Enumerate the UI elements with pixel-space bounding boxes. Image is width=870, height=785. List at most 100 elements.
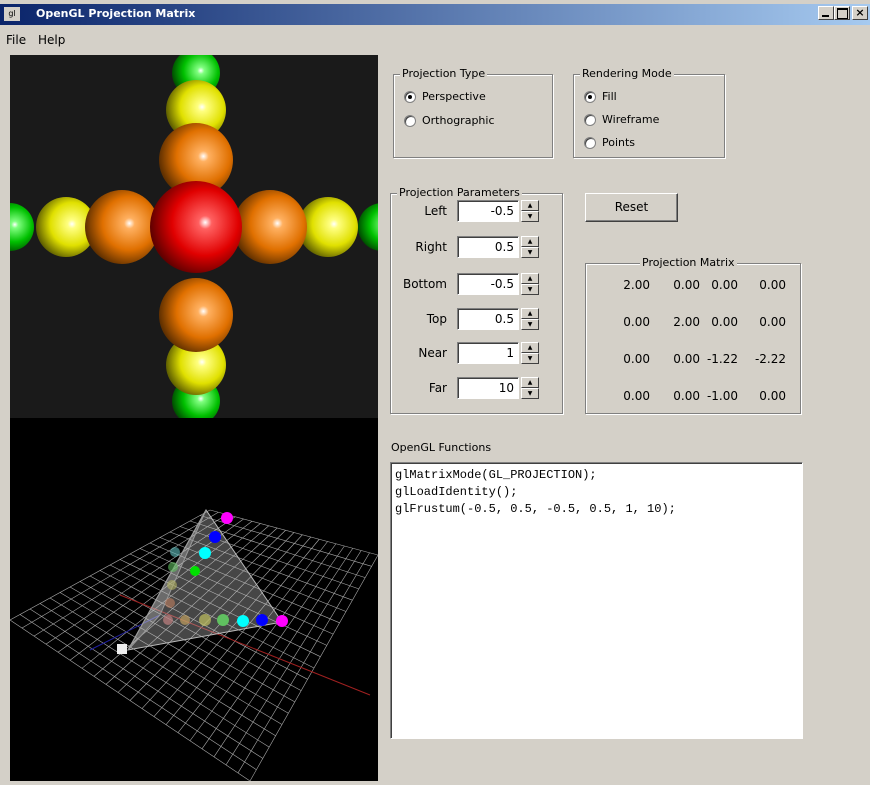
spin-button[interactable]: ▲ ▼ <box>521 377 539 399</box>
projection-matrix-group: Projection Matrix 2.00 0.00 0.00 0.00 0.00 2.… <box>585 256 801 414</box>
projection-type-group: Projection Type Perspective Orthographic <box>393 67 553 158</box>
grid-line <box>213 548 354 758</box>
group-title: Rendering Mode <box>580 67 674 80</box>
spin-down[interactable]: ▼ <box>521 211 539 222</box>
group-title: Projection Type <box>400 67 488 80</box>
param-input[interactable]: 1 <box>457 342 519 364</box>
spin-down[interactable]: ▼ <box>521 319 539 330</box>
grid-line <box>237 552 370 774</box>
grid-line <box>149 542 340 624</box>
grid-line <box>199 515 372 567</box>
radio-button[interactable] <box>584 137 596 149</box>
param-input[interactable]: 0.5 <box>457 236 519 258</box>
grid-line <box>209 509 378 556</box>
grid-line <box>189 520 366 578</box>
radio-label: Points <box>602 136 636 149</box>
grid-line <box>201 545 345 749</box>
code-line: glMatrixMode(GL_PROJECTION); <box>395 468 597 482</box>
grid-line <box>165 539 320 725</box>
spin-button[interactable]: ▲ ▼ <box>521 200 539 222</box>
maximize-button[interactable] <box>834 6 850 20</box>
grid-line <box>129 553 327 646</box>
param-input[interactable]: 10 <box>457 377 519 399</box>
spin-down[interactable]: ▼ <box>521 284 539 295</box>
minimize-button[interactable] <box>818 6 834 20</box>
spin-button[interactable]: ▲ ▼ <box>521 308 539 330</box>
code-line: glLoadIdentity(); <box>395 485 518 499</box>
matrix-cell: 0.00 <box>623 352 650 366</box>
matrix-cell: 0.00 <box>759 389 786 403</box>
floor-grid <box>10 509 378 781</box>
matrix-cell: -1.00 <box>706 389 738 403</box>
matrix-cell: 0.00 <box>759 278 786 292</box>
matrix-cell: 0.00 <box>673 352 700 366</box>
matrix-cell: 0.00 <box>759 315 786 329</box>
spin-up[interactable]: ▲ <box>521 273 539 284</box>
radio-label: Fill <box>602 90 617 103</box>
spin-down[interactable]: ▼ <box>521 388 539 399</box>
menu-item[interactable]: Help <box>38 33 66 47</box>
radio-label: Orthographic <box>422 114 495 127</box>
radio-button[interactable] <box>404 91 416 103</box>
spin-up[interactable]: ▲ <box>521 308 539 319</box>
param-label: Near <box>418 346 447 360</box>
matrix-cell: 0.00 <box>711 315 738 329</box>
param-input[interactable]: -0.5 <box>457 200 519 222</box>
z-axis <box>89 614 161 651</box>
param-label: Top <box>426 312 447 326</box>
rendering-mode-group: Rendering Mode Fill Wireframe Points <box>573 67 725 158</box>
projection-parameters-group: Projection Parameters Left -0.5 ▲ ▼ Right 0.5… <box>390 186 563 414</box>
param-input[interactable]: 0.5 <box>457 308 519 330</box>
reset-button[interactable]: Reset <box>585 193 678 222</box>
matrix-cell: -2.22 <box>754 352 786 366</box>
spin-up[interactable]: ▲ <box>521 342 539 353</box>
app-icon: gl <box>4 7 20 21</box>
frustum-face <box>127 509 207 651</box>
matrix-cell: 0.00 <box>623 389 650 403</box>
spin-up[interactable]: ▲ <box>521 200 539 211</box>
spin-button[interactable]: ▲ ▼ <box>521 342 539 364</box>
grid-line <box>129 532 295 701</box>
radio-button[interactable] <box>404 115 416 127</box>
matrix-cell: 2.00 <box>673 315 700 329</box>
radio-button[interactable] <box>584 114 596 126</box>
group-title: Projection Matrix <box>640 256 737 269</box>
functions-textbox[interactable]: glMatrixMode(GL_PROJECTION); glLoadIdenti… <box>390 462 803 739</box>
grid-line <box>153 536 312 717</box>
menu-item[interactable]: File <box>6 33 27 47</box>
grid-line <box>169 531 353 601</box>
param-label: Far <box>428 381 447 395</box>
functions-label: OpenGL Functions <box>391 441 492 454</box>
window-title: OpenGL Projection Matrix <box>36 7 196 20</box>
matrix-cell: 2.00 <box>623 278 650 292</box>
param-input[interactable]: -0.5 <box>457 273 519 295</box>
grid-line <box>177 541 328 733</box>
scene-spheres <box>117 512 288 654</box>
sphere-cross <box>10 55 378 418</box>
spin-button[interactable]: ▲ ▼ <box>521 236 539 258</box>
spin-down[interactable]: ▼ <box>521 353 539 364</box>
radio-label: Wireframe <box>602 113 660 126</box>
spin-up[interactable]: ▲ <box>521 377 539 388</box>
gl-viewports <box>10 55 378 781</box>
grid-line <box>159 537 347 612</box>
spin-down[interactable]: ▼ <box>521 247 539 258</box>
param-label: Left <box>424 204 447 218</box>
grid-line <box>249 554 378 781</box>
menu-bar: File Help <box>0 30 870 50</box>
matrix-cell: -1.22 <box>706 352 738 366</box>
param-label: Right <box>415 240 447 254</box>
grid-line <box>225 550 362 766</box>
radio-button[interactable] <box>584 91 596 103</box>
matrix-cell: 0.00 <box>711 278 738 292</box>
param-label: Bottom <box>402 277 447 291</box>
group-title: Projection Parameters <box>397 186 522 199</box>
grid-line <box>119 559 321 657</box>
close-button[interactable]: × <box>852 6 868 20</box>
code-line: glFrustum(-0.5, 0.5, -0.5, 0.5, 1, 10); <box>395 502 676 516</box>
spin-up[interactable]: ▲ <box>521 236 539 247</box>
radio-label: Perspective <box>422 90 486 103</box>
title-bar: gl OpenGL Projection Matrix × <box>0 4 870 25</box>
spin-button[interactable]: ▲ ▼ <box>521 273 539 295</box>
